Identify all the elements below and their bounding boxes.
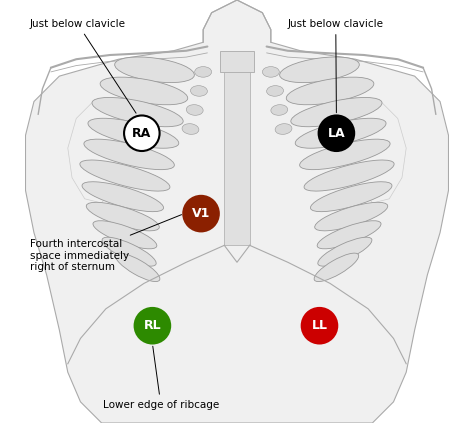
Ellipse shape [286,77,374,105]
Ellipse shape [86,202,159,231]
Ellipse shape [271,104,288,115]
Circle shape [183,196,219,231]
Ellipse shape [295,118,386,148]
Text: RA: RA [132,127,152,140]
Text: LA: LA [328,127,345,140]
Ellipse shape [263,67,279,77]
Ellipse shape [310,182,392,212]
Ellipse shape [93,221,157,249]
Text: Lower edge of ribcage: Lower edge of ribcage [103,346,219,410]
Ellipse shape [314,253,359,282]
Ellipse shape [100,77,188,105]
Ellipse shape [182,124,199,135]
Text: V1: V1 [192,207,210,220]
Ellipse shape [318,237,372,266]
Ellipse shape [186,104,203,115]
Circle shape [319,115,354,151]
Circle shape [302,308,337,343]
Ellipse shape [115,57,194,82]
Text: RL: RL [144,319,161,332]
Polygon shape [220,51,254,72]
Ellipse shape [275,124,292,135]
Polygon shape [224,72,250,245]
Ellipse shape [195,67,211,77]
Circle shape [124,115,160,151]
Ellipse shape [84,139,174,170]
Ellipse shape [102,237,156,266]
Ellipse shape [315,202,388,231]
Text: Fourth intercostal
space immediately
right of sternum: Fourth intercostal space immediately rig… [30,214,182,272]
Polygon shape [26,0,448,423]
Ellipse shape [191,85,208,96]
Ellipse shape [80,160,170,191]
Ellipse shape [82,182,164,212]
Ellipse shape [115,253,160,282]
Circle shape [135,308,170,343]
Ellipse shape [88,118,179,148]
Ellipse shape [300,139,390,170]
Ellipse shape [266,85,283,96]
Ellipse shape [280,57,359,82]
Text: Just below clavicle: Just below clavicle [30,19,136,113]
Text: Just below clavicle: Just below clavicle [288,19,384,113]
Ellipse shape [291,97,382,127]
Ellipse shape [92,97,183,127]
Ellipse shape [317,221,381,249]
Ellipse shape [304,160,394,191]
Text: LL: LL [311,319,328,332]
